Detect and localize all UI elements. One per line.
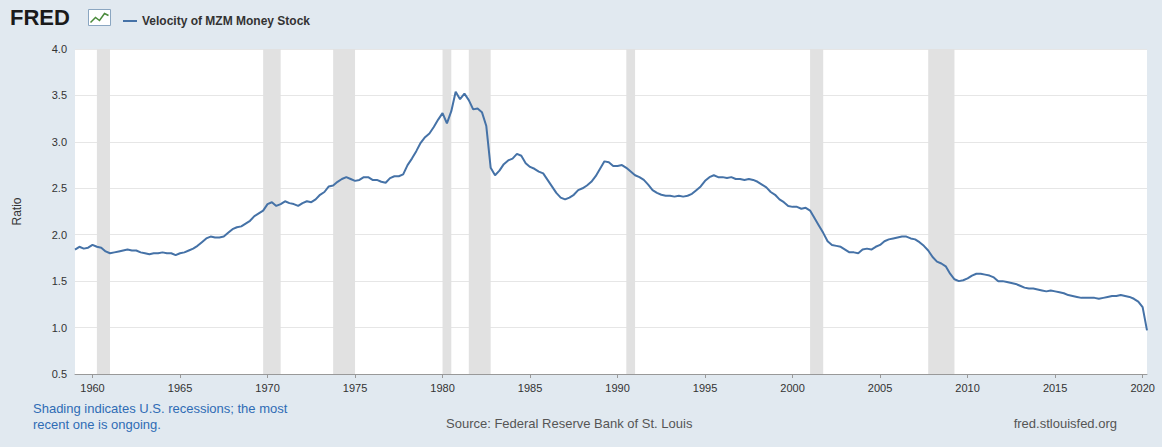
svg-text:recent one is ongoing.: recent one is ongoing. <box>33 417 161 432</box>
svg-text:2.5: 2.5 <box>52 182 67 194</box>
svg-text:fred.stlouisfed.org: fred.stlouisfed.org <box>1014 416 1117 431</box>
svg-text:FRED: FRED <box>10 5 70 30</box>
svg-text:1.0: 1.0 <box>52 322 67 334</box>
svg-text:1.5: 1.5 <box>52 275 67 287</box>
svg-text:3.5: 3.5 <box>52 89 67 101</box>
svg-text:1975: 1975 <box>343 382 367 394</box>
svg-text:2000: 2000 <box>780 382 804 394</box>
svg-text:2015: 2015 <box>1043 382 1067 394</box>
svg-text:Source: Federal Reserve Bank o: Source: Federal Reserve Bank of St. Loui… <box>446 416 693 431</box>
svg-text:2005: 2005 <box>868 382 892 394</box>
svg-text:Shading indicates U.S. recessi: Shading indicates U.S. recessions; the m… <box>33 401 291 416</box>
svg-text:1970: 1970 <box>255 382 279 394</box>
svg-text:1990: 1990 <box>605 382 629 394</box>
svg-text:2010: 2010 <box>955 382 979 394</box>
svg-text:1965: 1965 <box>168 382 192 394</box>
svg-text:0.5: 0.5 <box>52 368 67 380</box>
svg-text:Ratio: Ratio <box>10 197 24 225</box>
svg-text:Velocity of MZM Money Stock: Velocity of MZM Money Stock <box>142 14 310 28</box>
svg-text:1960: 1960 <box>80 382 104 394</box>
svg-text:4.0: 4.0 <box>52 43 67 55</box>
svg-text:1995: 1995 <box>693 382 717 394</box>
svg-text:3.0: 3.0 <box>52 136 67 148</box>
svg-text:1985: 1985 <box>518 382 542 394</box>
svg-text:2.0: 2.0 <box>52 229 67 241</box>
svg-text:2020: 2020 <box>1130 382 1154 394</box>
svg-text:1980: 1980 <box>430 382 454 394</box>
